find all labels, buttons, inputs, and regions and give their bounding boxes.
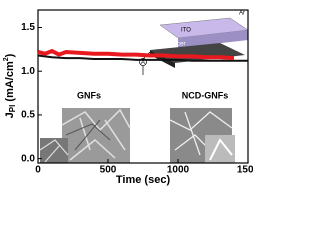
x-tick-label: 1000	[167, 165, 190, 176]
y-label-sup: 2	[3, 57, 10, 61]
data-line	[37, 54, 248, 62]
x-tick-label: 0	[35, 165, 41, 176]
y-tick-label: 0.5	[21, 110, 35, 121]
y-label-unit: (mA/cm	[4, 61, 16, 105]
y-axis-label: JPl (mA/cm2)	[3, 53, 17, 118]
y-label-sub: Pl	[8, 105, 17, 113]
y-label-main: J	[4, 112, 16, 118]
plot-frame	[37, 9, 249, 164]
sem-image-left	[61, 108, 131, 163]
y-tick-label: 1.0	[21, 66, 35, 77]
x-tick-label: 500	[100, 165, 117, 176]
sem-image-right	[169, 108, 235, 163]
x-axis-label: Time (sec)	[116, 174, 171, 186]
sem-image-left-small	[39, 138, 69, 163]
data-line	[37, 48, 235, 61]
device-inset	[139, 17, 249, 75]
y-label-close: )	[4, 53, 16, 57]
annotation: Spacer	[166, 42, 185, 48]
annotation: NCD-GNFs	[182, 90, 229, 100]
chart: GNFs NCD-GNFs ITO Spacer Ar A Time (sec)…	[3, 9, 253, 186]
y-tick-label: 1.5	[21, 22, 35, 33]
annotation: Ar	[239, 11, 245, 17]
y-tick-label: 0.0	[21, 153, 35, 164]
annotation: A	[141, 60, 145, 66]
annotation: ITO	[181, 28, 191, 34]
annotation: GNFs	[77, 90, 101, 100]
